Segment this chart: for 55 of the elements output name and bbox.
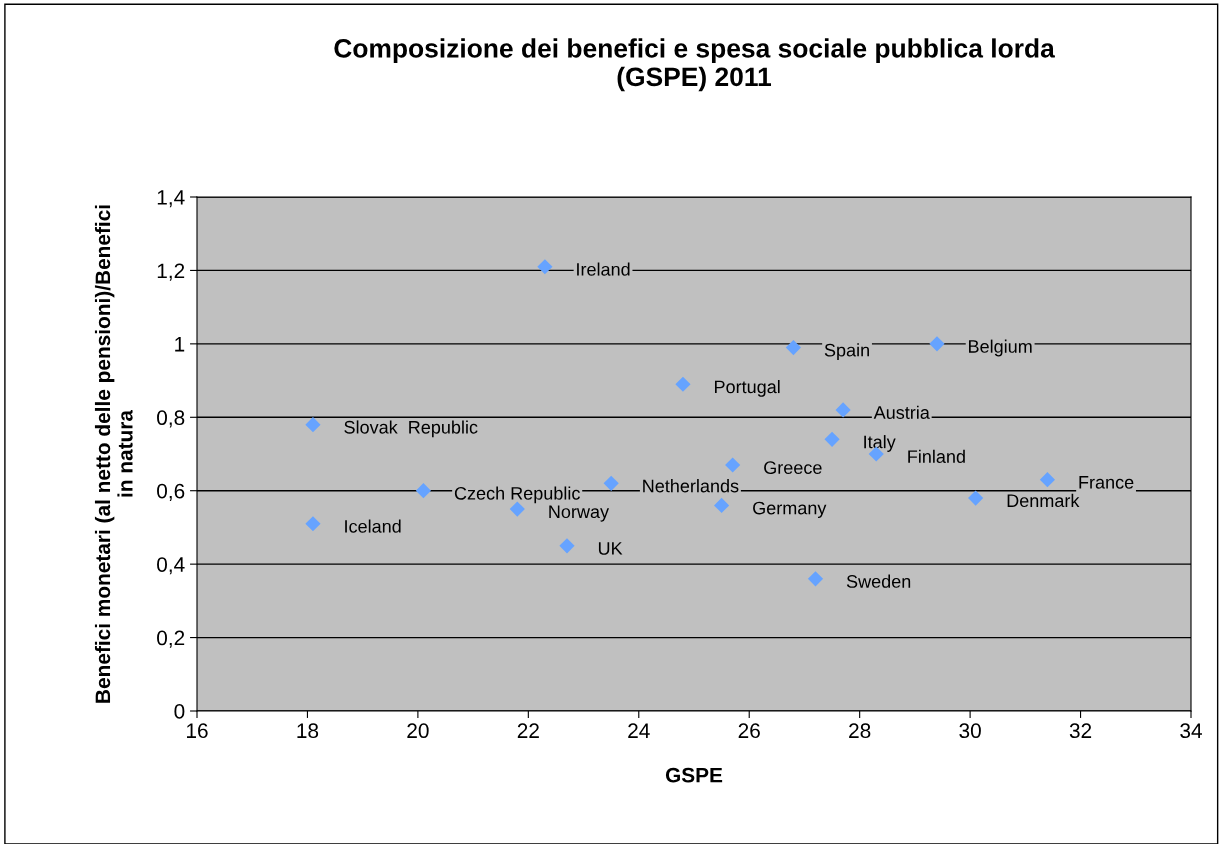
x-tick-label: 20	[407, 723, 429, 739]
annotation: Greece	[764, 461, 822, 475]
x-tick-label: 18	[297, 723, 319, 739]
y-tick-label: 1,4	[157, 190, 185, 208]
annotation: Denmark	[1007, 493, 1080, 508]
point	[675, 376, 691, 392]
y-tick-label: 1	[175, 337, 185, 352]
point	[603, 475, 619, 491]
point	[305, 516, 321, 532]
annotation: Netherlands	[643, 479, 739, 493]
y-tick-label: 1,2	[157, 263, 185, 281]
annotation: Ireland	[577, 262, 630, 276]
point	[725, 457, 741, 473]
annotation: Spain	[824, 343, 869, 361]
annotation: Iceland	[345, 519, 401, 533]
annotation: Norway	[549, 505, 610, 522]
point	[824, 431, 840, 447]
annotation: France	[1079, 476, 1134, 489]
annotation: Portugal	[714, 379, 780, 397]
point	[537, 259, 553, 275]
chart-title: Composizione dei benefici e spesa sociale pubblica lorda (GSPE) 2011	[334, 38, 1055, 92]
annotation: Czech Republic	[454, 486, 580, 504]
annotation: Germany	[753, 501, 827, 518]
x-tick-label: 32	[1069, 723, 1092, 739]
point	[305, 417, 321, 433]
x-tick-label: 22	[517, 723, 539, 738]
x-axis-title: GSPE	[665, 767, 723, 783]
y-tick-label: 0	[174, 704, 185, 719]
x-tick-label: 16	[187, 723, 208, 739]
point	[559, 538, 575, 554]
annotation: UK	[598, 542, 623, 555]
y-tick-label: 0,6	[157, 483, 185, 501]
x-tick-label: 26	[738, 723, 760, 739]
annotation: Austria	[873, 405, 930, 419]
point	[929, 336, 945, 352]
point	[714, 497, 730, 514]
annotation: Italy	[864, 435, 896, 452]
x-tick-label: 28	[849, 723, 871, 739]
y-tick-label: 0,2	[157, 630, 185, 648]
point	[807, 571, 824, 587]
point	[835, 402, 851, 418]
point	[785, 339, 802, 356]
x-tick-label: 24	[628, 723, 650, 738]
y-axis-title: Benefici monetari (al netto delle pensioni)/Benefici in natura	[94, 205, 133, 703]
annotation: Slovak Republic	[344, 420, 478, 438]
x-tick-label: 30	[959, 723, 981, 739]
annotation: Belgium	[969, 339, 1032, 357]
annotation: Finland	[908, 449, 965, 464]
point	[968, 490, 984, 506]
y-tick-label: 0,8	[157, 410, 185, 428]
annotation: Sweden	[846, 574, 911, 588]
point	[415, 483, 432, 499]
point	[1039, 472, 1056, 488]
y-tick-label: 0,4	[157, 557, 185, 575]
x-tick-label: 34	[1180, 723, 1202, 739]
